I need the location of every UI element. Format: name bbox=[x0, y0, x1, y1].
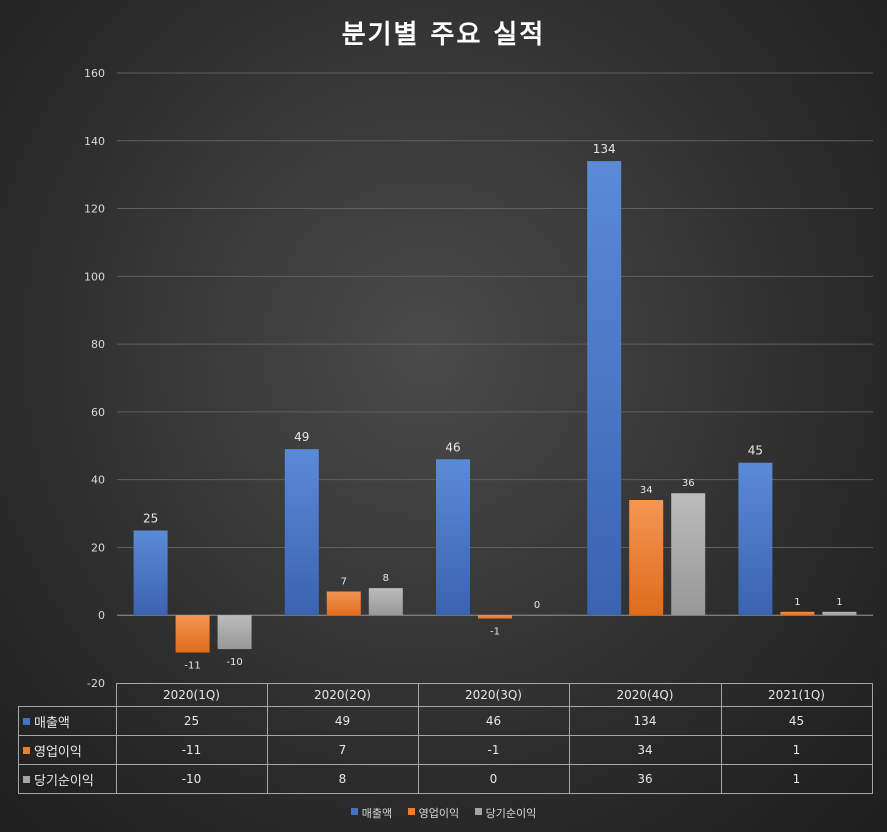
series-color-key bbox=[23, 775, 30, 783]
data-label: 46 bbox=[445, 440, 460, 454]
y-tick-label: 80 bbox=[91, 338, 105, 351]
table-cell: 46 bbox=[417, 706, 570, 736]
chart-title: 분기별 주요 실적 bbox=[341, 20, 546, 50]
data-label: -1 bbox=[490, 627, 500, 638]
table-cell: 25 bbox=[115, 706, 268, 736]
legend-label: 당기순이익 bbox=[485, 807, 537, 820]
bar-영업이익 bbox=[629, 500, 664, 616]
table-cell: 1 bbox=[720, 764, 873, 794]
table-cell: -10 bbox=[115, 764, 268, 794]
table-header-row: 2020(1Q) 2020(2Q) 2020(3Q) 2020(4Q) 2021… bbox=[18, 683, 873, 707]
data-label: 34 bbox=[640, 485, 653, 496]
series-name: 매출액 bbox=[34, 715, 70, 731]
data-label: 7 bbox=[341, 577, 347, 588]
table-cell: 45 bbox=[720, 706, 873, 736]
table-cell: 8 bbox=[266, 764, 419, 794]
bar-당기순이익 bbox=[822, 611, 857, 616]
table-col-header: 2021(1Q) bbox=[720, 683, 873, 707]
table-col-header: 2020(4Q) bbox=[568, 683, 722, 707]
data-label: 8 bbox=[383, 573, 389, 584]
table-row: 매출액 25 49 46 134 45 bbox=[18, 706, 873, 736]
legend-item: 매출액 bbox=[350, 807, 393, 820]
y-tick-label: 60 bbox=[91, 406, 105, 419]
legend-item: 당기순이익 bbox=[474, 807, 537, 820]
bar-영업이익 bbox=[478, 615, 512, 619]
y-tick-label: 120 bbox=[84, 203, 105, 216]
bar-영업이익 bbox=[780, 611, 815, 616]
y-tick-label: 160 bbox=[84, 67, 105, 80]
bar-당기순이익 bbox=[368, 588, 403, 616]
legend-label: 영업이익 bbox=[418, 807, 460, 820]
series-name: 당기순이익 bbox=[34, 773, 94, 789]
data-label: 36 bbox=[682, 478, 695, 489]
table-row-header: 당기순이익 bbox=[18, 764, 117, 794]
table-cell: 36 bbox=[568, 764, 722, 794]
data-table: 2020(1Q) 2020(2Q) 2020(3Q) 2020(4Q) 2021… bbox=[18, 683, 873, 794]
table-row: 당기순이익 -10 8 0 36 1 bbox=[18, 764, 873, 794]
table-row-header: 영업이익 bbox=[18, 735, 117, 765]
table-col-header: 2020(2Q) bbox=[266, 683, 419, 707]
data-label: 0 bbox=[534, 600, 540, 611]
legend-color-key bbox=[350, 808, 358, 815]
table-cell: 0 bbox=[417, 764, 570, 794]
y-tick-label: 140 bbox=[84, 135, 105, 148]
bar-당기순이익 bbox=[217, 615, 252, 650]
table-cell: 1 bbox=[720, 735, 873, 765]
bar-영업이익 bbox=[326, 591, 361, 616]
series-name: 영업이익 bbox=[34, 744, 82, 760]
data-label: 1 bbox=[794, 597, 800, 608]
data-label: 1 bbox=[836, 597, 842, 608]
table-corner bbox=[18, 683, 117, 707]
table-cell: 7 bbox=[266, 735, 419, 765]
table-row: 영업이익 -11 7 -1 34 1 bbox=[18, 735, 873, 765]
y-tick-label: 100 bbox=[84, 270, 105, 283]
bar-매출액 bbox=[133, 530, 168, 616]
bar-매출액 bbox=[738, 462, 773, 616]
series-color-key bbox=[23, 746, 30, 754]
legend: 매출액 영업이익 당기순이익 bbox=[0, 805, 887, 821]
data-label: -10 bbox=[226, 657, 242, 668]
y-tick-label: 40 bbox=[91, 474, 105, 487]
table-cell: -11 bbox=[115, 735, 268, 765]
bar-매출액 bbox=[284, 449, 319, 616]
data-label: 49 bbox=[294, 430, 309, 444]
bar-매출액 bbox=[587, 161, 622, 616]
table-col-header: 2020(1Q) bbox=[115, 683, 268, 707]
legend-color-key bbox=[407, 808, 415, 815]
y-tick-label: 20 bbox=[91, 541, 105, 554]
bar-영업이익 bbox=[175, 615, 210, 653]
legend-color-key bbox=[474, 808, 482, 815]
data-label: 25 bbox=[143, 512, 158, 526]
data-label: 134 bbox=[593, 142, 616, 156]
data-label: -11 bbox=[184, 661, 200, 672]
bar-매출액 bbox=[436, 459, 470, 616]
legend-label: 매출액 bbox=[361, 807, 393, 820]
y-tick-label: 0 bbox=[98, 609, 105, 622]
bar-당기순이익 bbox=[671, 493, 706, 616]
series-color-key bbox=[23, 717, 30, 725]
legend-item: 영업이익 bbox=[407, 807, 460, 820]
table-col-header: 2020(3Q) bbox=[417, 683, 570, 707]
table-cell: 134 bbox=[568, 706, 722, 736]
table-row-header: 매출액 bbox=[18, 706, 117, 736]
data-label: 45 bbox=[748, 444, 763, 458]
table-cell: 49 bbox=[266, 706, 419, 736]
table-cell: 34 bbox=[568, 735, 722, 765]
table-cell: -1 bbox=[417, 735, 570, 765]
